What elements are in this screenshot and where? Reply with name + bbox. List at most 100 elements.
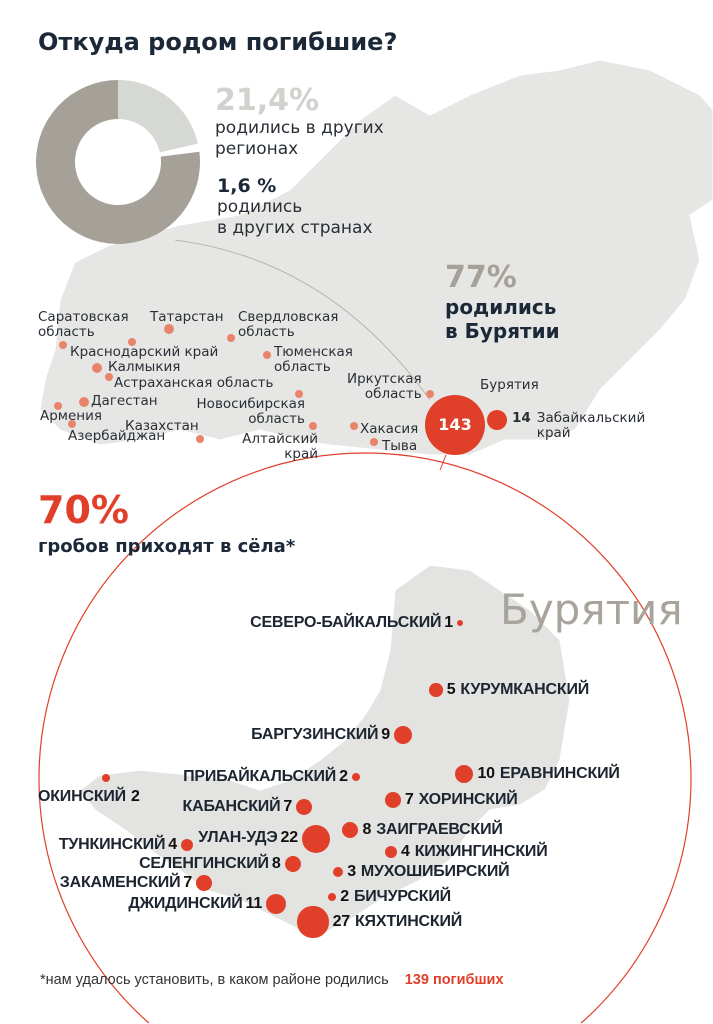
district-name: УЛАН-УДЭ (198, 829, 278, 846)
district-name: КУРУМКАНСКИЙ (460, 681, 590, 698)
district-count: 2 (339, 768, 348, 785)
buryatia-map-title: Бурятия (500, 585, 683, 634)
district-dot (296, 799, 312, 815)
district-name: КИЖИНГИНСКИЙ (414, 843, 548, 860)
region-dot (309, 422, 317, 430)
district-dot (454, 764, 474, 784)
region-name: Хакасия (360, 421, 419, 437)
district-dot (351, 772, 361, 782)
district-label: ЗАКАМЕНСКИЙ 7 (60, 874, 192, 892)
district-name: ЗАИГРАЕВСКИЙ (376, 821, 503, 838)
region-label: Бурятия (480, 378, 539, 393)
other-countries-stat: 1,6 % родились в других странах (217, 175, 373, 239)
region-dot (350, 422, 358, 430)
region-label: Свердловская область (238, 310, 338, 340)
district-name: КАБАНСКИЙ (182, 798, 281, 815)
district-count: 9 (381, 726, 390, 743)
region-name: Саратовская область (38, 309, 129, 340)
donut-chart (35, 80, 200, 245)
district-count: 22 (280, 829, 299, 846)
villages-text: гробов приходят в сёла* (38, 536, 296, 557)
region-name: Азербайджан (68, 428, 166, 444)
footnote: *нам удалось установить, в каком районе … (40, 972, 504, 988)
region-dot (263, 351, 271, 359)
district-label: СЕЛЕНГИНСКИЙ 8 (139, 855, 281, 873)
villages-stat: 70% гробов приходят в сёла* (38, 488, 295, 557)
buryatia-share-percent: 77% (445, 260, 517, 295)
donut-slice (159, 143, 200, 157)
russia-map (39, 59, 713, 456)
district-label: СЕВЕРО-БАЙКАЛЬСКИЙ 1 (250, 614, 453, 632)
district-name: БАРГУЗИНСКИЙ (251, 726, 379, 743)
district-count: 7 (404, 791, 414, 808)
district-name: ТУНКИНСКИЙ (58, 836, 166, 853)
region-dot (54, 402, 62, 410)
district-name: БИЧУРСКИЙ (353, 888, 451, 905)
district-label: ПРИБАЙКАЛЬСКИЙ 2 (183, 768, 348, 786)
other-regions-text2: регионах (215, 139, 299, 159)
district-name: ЗАКАМЕНСКИЙ (59, 874, 181, 891)
region-name: Алтайский край (242, 431, 318, 462)
donut-connector (174, 239, 431, 401)
district-count: 3 (347, 863, 356, 880)
region-name: Казахстан (125, 418, 199, 434)
region-name: Калмыкия (108, 359, 181, 375)
region-dot (92, 363, 102, 373)
region-name: Свердловская область (238, 309, 339, 340)
district-count: 10 (477, 765, 495, 782)
region-dot (426, 390, 434, 398)
region-label: Алтайский край (242, 432, 318, 462)
district-label: 2 БИЧУРСКИЙ (340, 888, 451, 906)
district-count: 2 (340, 888, 349, 905)
district-label: 27 КЯХТИНСКИЙ (333, 913, 463, 931)
buryatia-map (79, 564, 571, 936)
region-label: 14 Забайкальский край (512, 411, 645, 441)
region-label: Новосибирская область (197, 397, 305, 427)
district-label: ДЖИДИНСКИЙ 11 (128, 895, 262, 913)
district-dot (429, 683, 443, 697)
district-label: 5 КУРУМКАНСКИЙ (446, 681, 590, 699)
district-dot (196, 875, 212, 891)
district-label: ТУНКИНСКИЙ 4 (59, 836, 177, 854)
district-dot (101, 773, 111, 783)
region-dot (68, 420, 76, 428)
region-label: Дагестан (91, 394, 158, 409)
district-label: УЛАН-УДЭ 22 (198, 829, 298, 847)
footnote-highlight: 139 погибших (404, 972, 504, 988)
district-count: 1 (444, 614, 453, 631)
region-label: Краснодарский край (70, 345, 218, 360)
district-dot (284, 855, 302, 873)
footnote-text: *нам удалось установить, в каком районе … (40, 972, 389, 988)
donut-slice (118, 80, 198, 153)
region-label: Тыва (382, 439, 417, 454)
district-label: 8 ЗАИГРАЕВСКИЙ (362, 821, 502, 839)
district-label: 7 ХОРИНСКИЙ (405, 791, 518, 809)
buryatia-share-text1: родились (445, 295, 557, 319)
region-label: Саратовская область (38, 310, 129, 340)
district-name: ДЖИДИНСКИЙ (128, 895, 243, 912)
region-label: Астраханская область (114, 376, 273, 391)
region-name: Краснодарский край (70, 344, 219, 360)
region-dot (196, 435, 204, 443)
region-label: Хакасия (360, 422, 418, 437)
district-dot (394, 726, 412, 744)
other-countries-percent: 1,6 % (217, 175, 277, 197)
district-dot (457, 620, 463, 626)
region-name: Татарстан (150, 309, 224, 325)
region-label: Калмыкия (108, 360, 180, 375)
district-count: 5 (446, 681, 456, 698)
district-count: 7 (283, 798, 293, 815)
district-count: 27 (332, 913, 351, 930)
connector-line (439, 454, 447, 471)
district-name: СЕВЕРО-БАЙКАЛЬСКИЙ (250, 614, 442, 631)
region-label: Тюменская область (274, 345, 353, 375)
region-label: Иркутская область (347, 372, 422, 402)
district-label: КАБАНСКИЙ 7 (183, 798, 293, 816)
district-count: 7 (183, 874, 193, 891)
other-regions-stat: 21,4% родились в других регионах (215, 83, 384, 160)
district-count: 4 (401, 843, 410, 860)
district-label: 4 КИЖИНГИНСКИЙ (401, 843, 548, 861)
region-name: Астраханская область (114, 375, 274, 391)
district-name: ПРИБАЙКАЛЬСКИЙ (183, 768, 337, 785)
